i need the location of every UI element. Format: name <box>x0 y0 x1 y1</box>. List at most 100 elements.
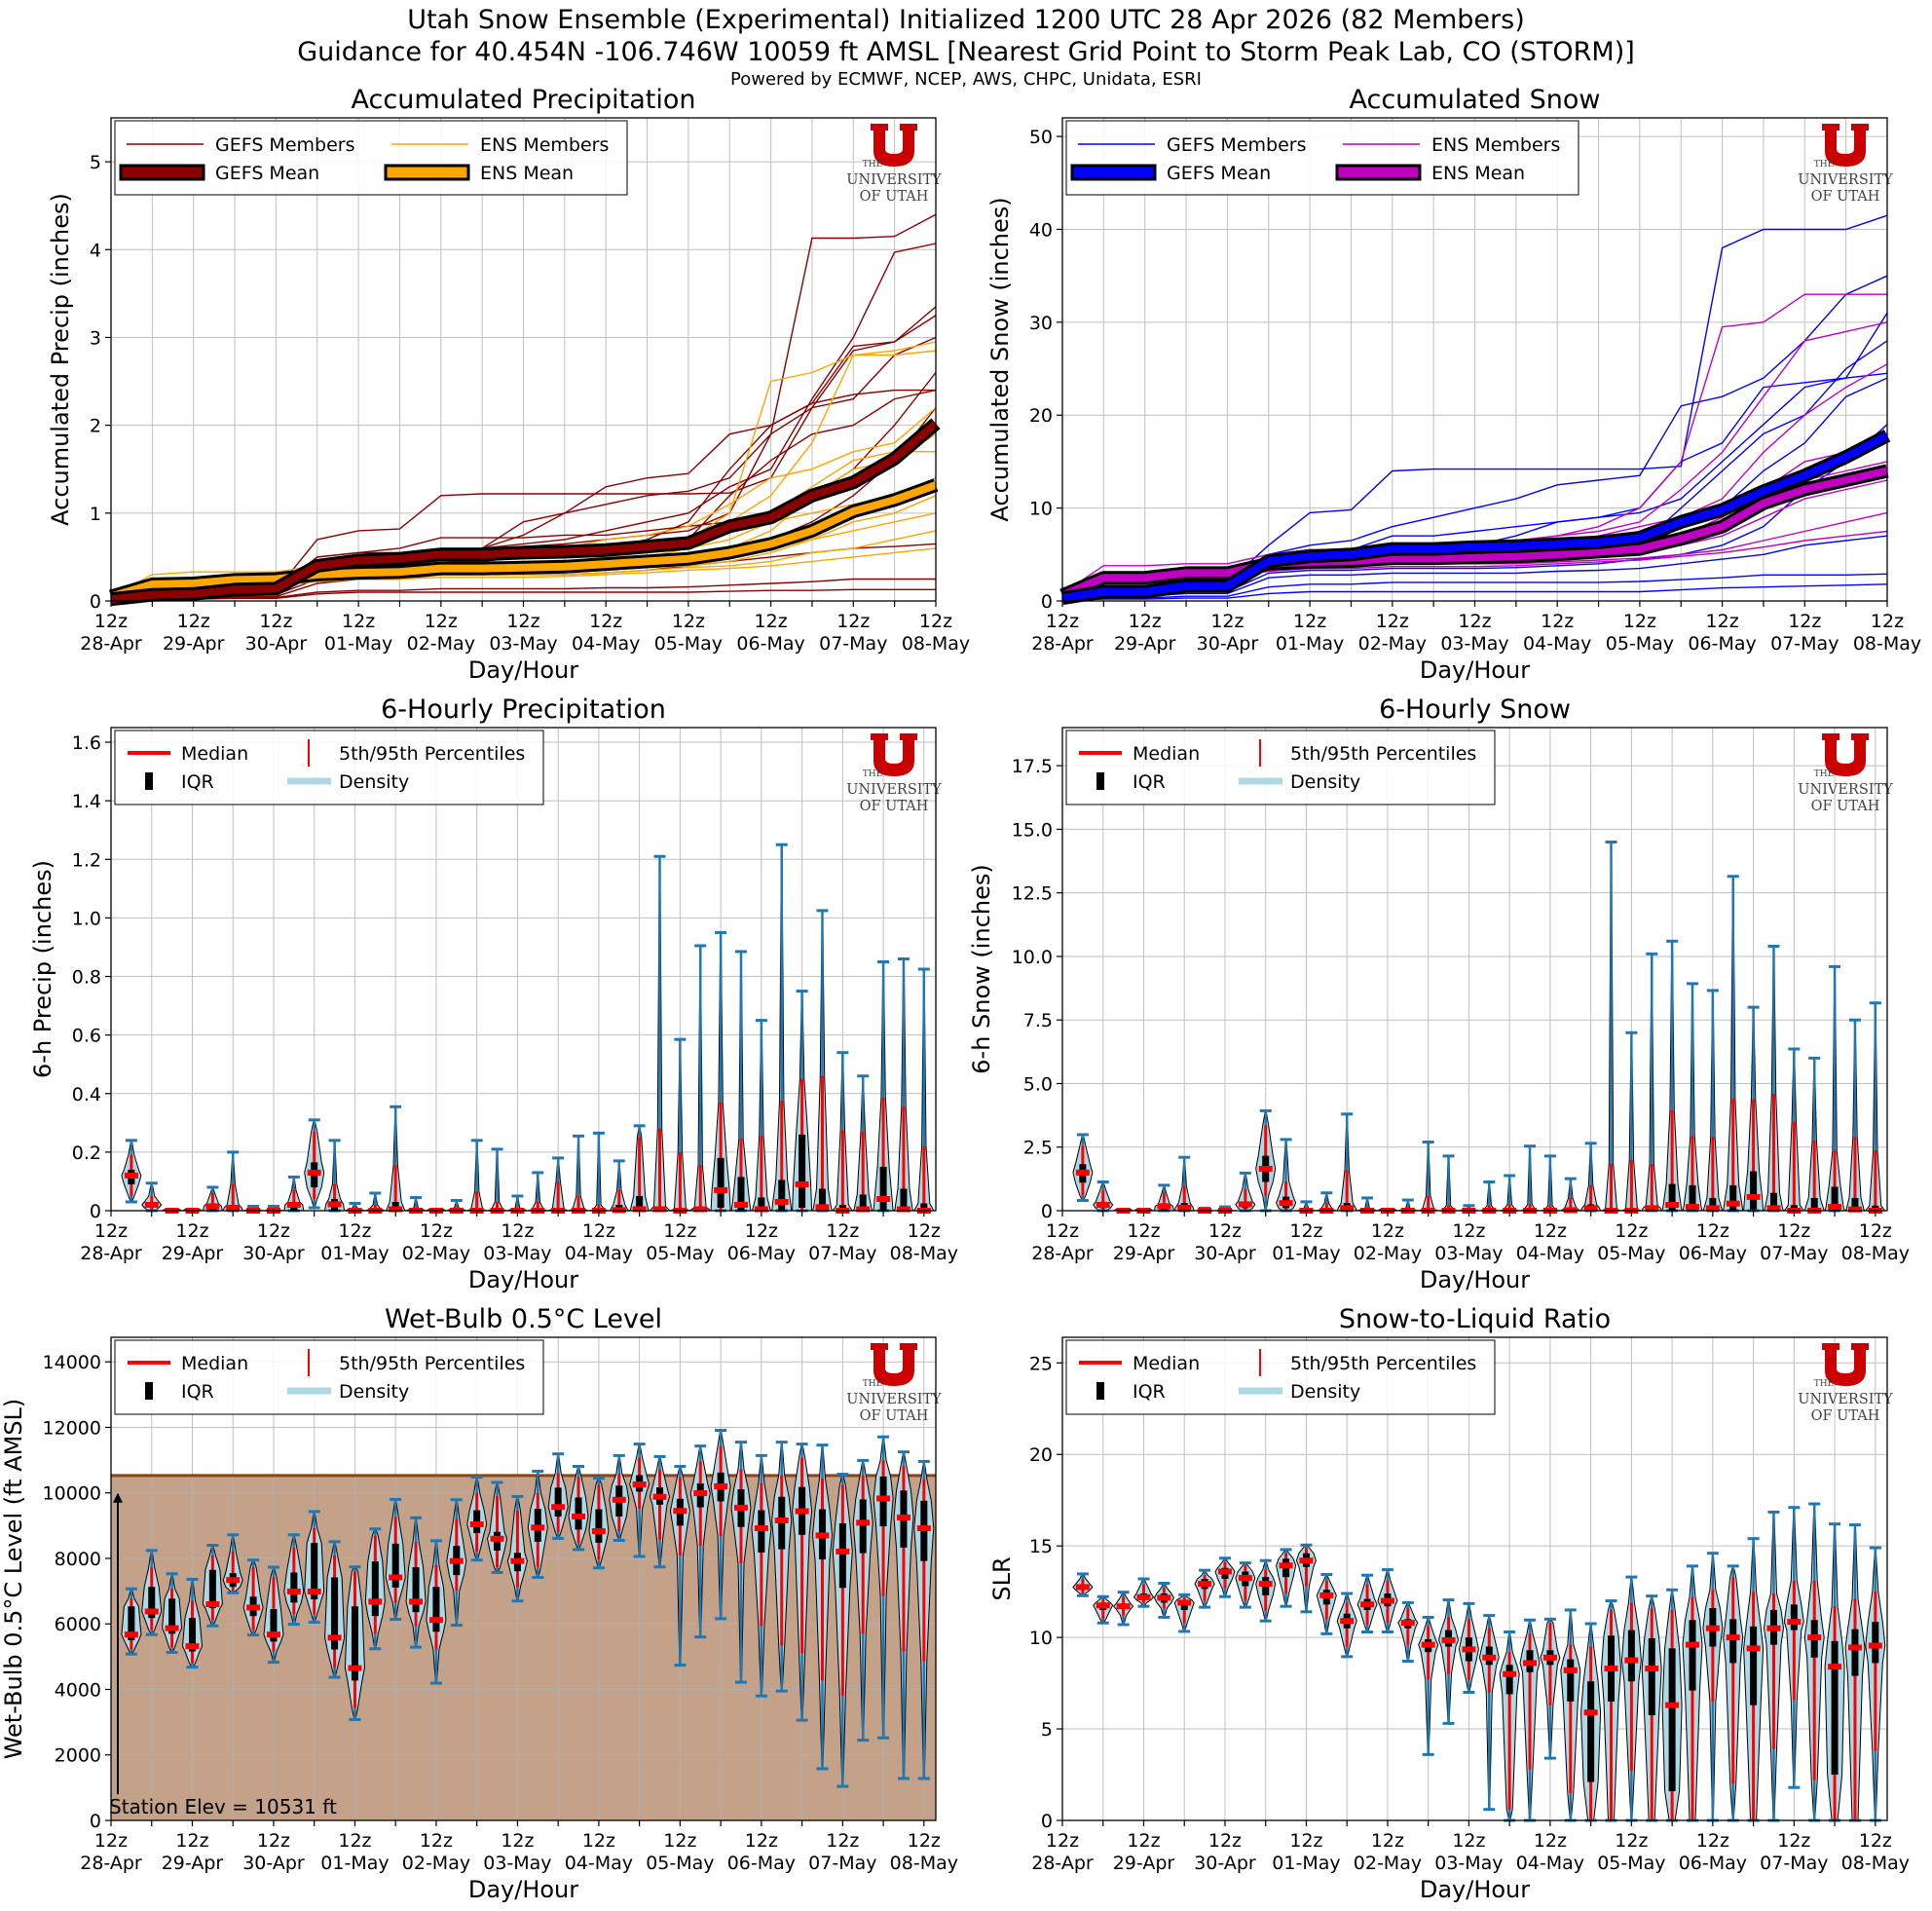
x-tick-label-day: 05-May <box>646 1853 714 1874</box>
violin-median-bar <box>389 1206 403 1213</box>
violin <box>689 944 711 1213</box>
panel-title: Wet-Bulb 0.5°C Level <box>385 1304 662 1334</box>
y-tick-label: 8000 <box>55 1549 101 1570</box>
y-tick-label: 5 <box>1041 1719 1053 1741</box>
x-tick-label-day: 08-May <box>1853 633 1921 655</box>
logo-text-the: THE <box>1814 160 1834 169</box>
x-tick-label-hour: 12z <box>1127 1220 1160 1242</box>
x-tick-label-day: 08-May <box>890 1853 958 1874</box>
legend-box <box>1065 1339 1496 1415</box>
violin <box>466 1139 488 1214</box>
violin <box>1580 1142 1602 1213</box>
violin-median-bar <box>389 1574 403 1581</box>
violin <box>588 1477 610 1570</box>
violin <box>1641 952 1662 1213</box>
violin <box>1723 1564 1744 1822</box>
violin-iqr-box <box>1668 1648 1676 1791</box>
x-axis-label: Day/Hour <box>468 656 578 684</box>
figure-title-line-2: Guidance for 40.454N -106.746W 10059 ft … <box>297 37 1635 67</box>
violin <box>1214 1556 1236 1598</box>
violin <box>832 1051 853 1214</box>
violin-median-bar <box>1238 1575 1252 1582</box>
violin <box>913 1459 935 1780</box>
violin <box>1397 1600 1419 1664</box>
violin <box>1743 1537 1765 1822</box>
x-axis-label: Day/Hour <box>1420 1876 1530 1903</box>
violin-median-bar <box>1705 1625 1720 1631</box>
x-tick-label-day: 02-May <box>402 1243 470 1264</box>
violin <box>1824 1522 1845 1822</box>
logo-text-university: UNIVERSITY <box>1798 172 1893 188</box>
logo-text-of-utah: OF UTAH <box>1811 1408 1880 1424</box>
violin <box>1803 1056 1825 1214</box>
violin <box>1093 1180 1114 1213</box>
violin-median-bar <box>856 1519 871 1526</box>
violin <box>1560 1608 1581 1822</box>
y-tick-label: 40 <box>1029 219 1053 241</box>
x-tick-label-day: 05-May <box>1597 1243 1665 1264</box>
x-tick-label-day: 06-May <box>727 1853 796 1874</box>
violin-median-bar <box>1299 1557 1314 1564</box>
violin <box>222 1533 243 1594</box>
legend: Median IQR 5th/95th Percentiles Density <box>114 1339 544 1415</box>
x-tick-label-day: 01-May <box>1276 633 1344 655</box>
y-tick-label: 0.2 <box>72 1143 101 1164</box>
violin-iqr-box <box>758 1197 765 1211</box>
y-axis-label: 6-h Snow (inches) <box>968 864 995 1073</box>
legend-swatch-gefs-mean <box>1070 164 1157 181</box>
violin-iqr-box <box>1648 1638 1655 1715</box>
x-tick-label-hour: 12z <box>1706 611 1739 632</box>
x-tick-label-hour: 12z <box>177 611 210 632</box>
legend-swatch-iqr <box>1096 1382 1104 1400</box>
x-tick-label-day: 07-May <box>1760 1243 1828 1264</box>
logo-text-university: UNIVERSITY <box>846 1392 942 1407</box>
violin-median-bar <box>266 1631 280 1638</box>
y-axis-label: Accumulated Precip (inches) <box>47 193 74 526</box>
violin-median-bar <box>1279 1562 1293 1569</box>
y-tick-label: 0 <box>1041 591 1053 613</box>
legend-label-percentiles: 5th/95th Percentiles <box>1290 743 1476 765</box>
violin-iqr-box <box>1851 1629 1859 1676</box>
logo-text-university: UNIVERSITY <box>846 172 942 188</box>
violin-iqr-box <box>838 1523 846 1589</box>
x-tick-label-hour: 12z <box>259 611 292 632</box>
y-tick-label: 10 <box>1029 499 1053 520</box>
violin <box>710 1429 731 1621</box>
legend-label-percentiles: 5th/95th Percentiles <box>1290 1353 1476 1374</box>
violin <box>1844 1523 1866 1822</box>
axes-frame <box>1061 1336 1888 1821</box>
violin <box>385 1497 406 1622</box>
violin-median-bar <box>1542 1654 1557 1661</box>
violin-median-bar <box>1828 1664 1842 1670</box>
violin <box>650 1454 670 1569</box>
violin-median-bar <box>165 1625 179 1631</box>
y-tick-label: 2000 <box>55 1745 101 1767</box>
x-tick-label-hour: 12z <box>1046 1830 1079 1852</box>
gefs-member-line <box>110 578 936 602</box>
legend-swatch-iqr <box>145 1382 153 1400</box>
y-tick-label: 0.6 <box>72 1026 101 1047</box>
legend-label-iqr: IQR <box>1133 1381 1166 1403</box>
y-tick-label: 2.5 <box>1023 1138 1053 1159</box>
x-tick-label-day: 04-May <box>1516 1243 1584 1264</box>
x-axis-label: Day/Hour <box>468 1266 578 1293</box>
violin <box>669 1464 690 1667</box>
violin <box>1276 1138 1297 1213</box>
violin-median-bar <box>1766 1205 1781 1212</box>
logo-text-university: UNIVERSITY <box>1798 1392 1893 1407</box>
violin-median-bar <box>1645 1205 1659 1212</box>
violin-iqr-box <box>1790 1604 1798 1630</box>
y-axis-label: Wet-Bulb 0.5°C Level (ft AMSL) <box>0 1399 27 1760</box>
x-tick-label-hour: 12z <box>1859 1830 1892 1852</box>
x-tick-label-day: 30-Apr <box>1194 1243 1256 1264</box>
violin <box>1478 1614 1500 1812</box>
violin <box>1702 989 1724 1213</box>
x-tick-label-hour: 12z <box>672 611 705 632</box>
x-tick-label-day: 04-May <box>1516 1853 1584 1874</box>
legend-label-ens-mean: ENS Mean <box>480 163 574 184</box>
x-tick-label-day: 08-May <box>1841 1853 1910 1874</box>
x-tick-label-hour: 12z <box>1871 611 1904 632</box>
x-tick-label-day: 06-May <box>727 1243 796 1264</box>
x-tick-label-hour: 12z <box>836 611 870 632</box>
violin <box>771 843 793 1213</box>
